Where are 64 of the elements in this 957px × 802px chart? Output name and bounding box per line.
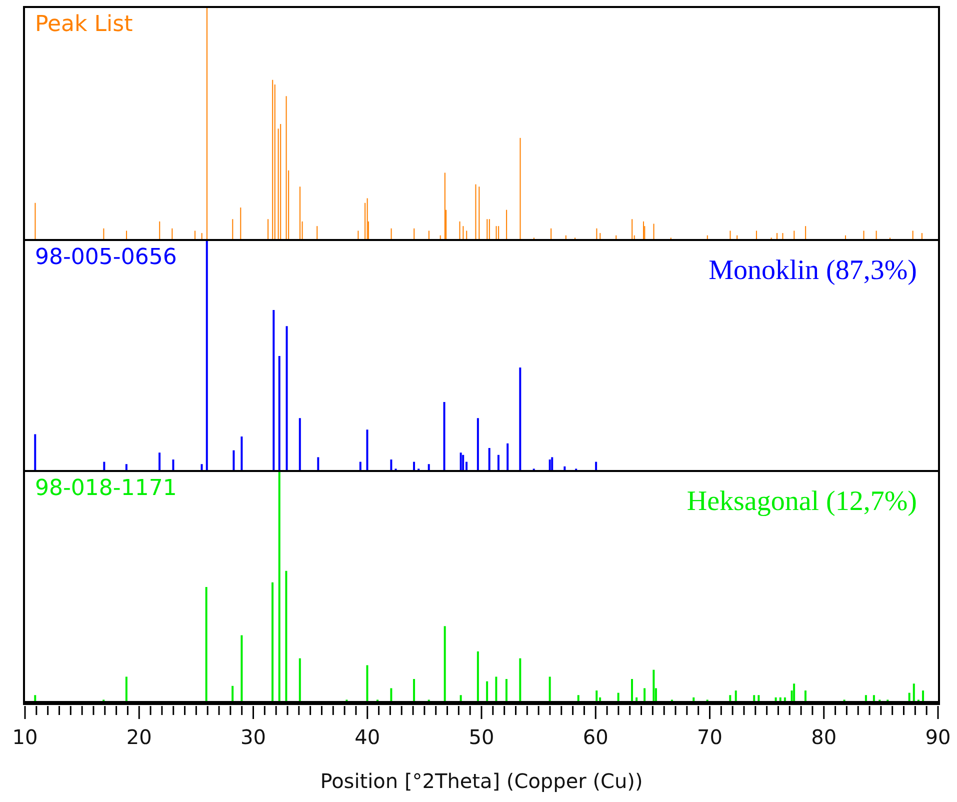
annotation: Heksagonal (12,7%) xyxy=(686,486,917,518)
bar xyxy=(497,454,500,471)
bar xyxy=(506,443,509,471)
bar xyxy=(366,665,368,702)
bar xyxy=(652,670,655,702)
x-tick-label: 30 xyxy=(240,725,266,749)
bar xyxy=(232,686,234,702)
bar xyxy=(272,310,275,471)
bar xyxy=(460,452,462,471)
bar xyxy=(462,454,464,471)
annotation: Monoklin (87,3%) xyxy=(708,255,917,287)
bar xyxy=(390,460,392,471)
bar xyxy=(158,452,161,471)
bar xyxy=(240,635,243,702)
bar xyxy=(734,690,737,702)
x-axis-title: Position [°2Theta] (Copper (Cu)) xyxy=(320,769,643,793)
bar xyxy=(519,368,522,471)
bar xyxy=(548,460,551,471)
bar xyxy=(206,241,208,471)
bar xyxy=(278,472,280,702)
x-tick-label: 90 xyxy=(925,725,951,749)
chart-title: Peak List xyxy=(35,12,133,37)
bar xyxy=(34,434,36,471)
bar xyxy=(286,326,288,471)
bar xyxy=(443,402,446,471)
bar xyxy=(366,430,368,471)
bar xyxy=(298,658,301,702)
bar xyxy=(922,690,924,702)
bar xyxy=(232,450,235,471)
bar xyxy=(631,679,634,702)
x-tick-label: 50 xyxy=(468,725,494,749)
bar xyxy=(551,457,554,471)
bar xyxy=(390,688,392,702)
bar xyxy=(519,658,522,702)
bar xyxy=(444,626,446,702)
bar xyxy=(476,651,479,702)
bar xyxy=(486,681,488,702)
bar xyxy=(298,418,301,471)
bar xyxy=(272,582,274,702)
bar xyxy=(505,679,508,702)
bar xyxy=(596,690,598,702)
bar xyxy=(548,676,551,702)
x-tick-label: 80 xyxy=(811,725,837,749)
bar xyxy=(240,436,243,471)
bar xyxy=(125,676,128,702)
chart-title: 98-005-0656 xyxy=(35,245,177,270)
bar xyxy=(172,460,174,471)
x-tick-label: 20 xyxy=(126,725,152,749)
bar xyxy=(912,684,915,702)
bar xyxy=(476,418,479,471)
bar xyxy=(317,457,320,471)
x-tick-label: 10 xyxy=(12,725,38,749)
x-tick-label: 60 xyxy=(582,725,608,749)
bar xyxy=(205,587,208,702)
bar xyxy=(285,570,288,702)
x-tick-label: 40 xyxy=(354,725,380,749)
bar xyxy=(793,684,796,702)
bar xyxy=(413,679,416,702)
chart-title: 98-018-1171 xyxy=(35,476,177,501)
bar xyxy=(644,688,646,702)
bar xyxy=(495,676,498,702)
x-tick-label: 70 xyxy=(697,725,722,749)
bar xyxy=(488,448,490,471)
bar xyxy=(804,690,806,702)
